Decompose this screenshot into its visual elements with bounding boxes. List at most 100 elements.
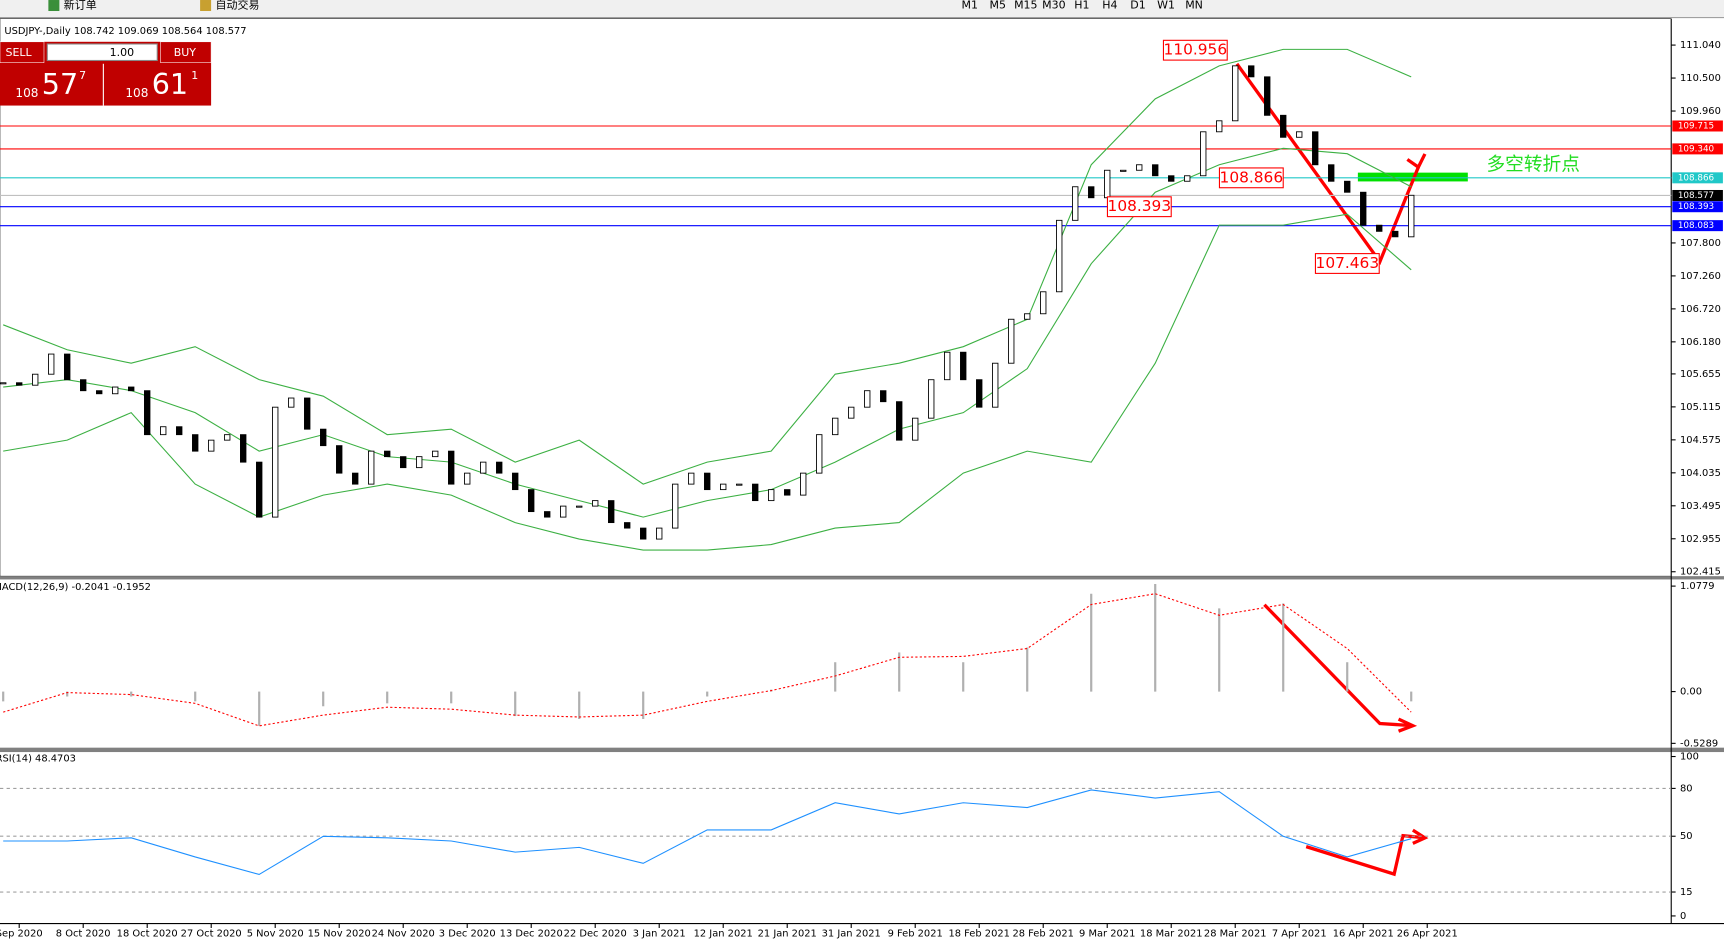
y-tick-label: 103.495 [1680, 501, 1721, 512]
level-label: 108.866 [1678, 173, 1715, 183]
y-tick-label: 102.955 [1680, 534, 1721, 545]
candle [1104, 169, 1111, 199]
y-tick-label: 105.115 [1680, 402, 1721, 413]
candle [192, 434, 199, 452]
candle [208, 439, 215, 452]
candle [912, 417, 919, 441]
rsi-arrow [1305, 833, 1426, 877]
candle [576, 505, 583, 508]
chart-header: USDJPY-,Daily 108.742 109.069 108.564 10… [4, 26, 246, 37]
y-tick-label: 0.00 [1680, 687, 1702, 698]
y-tick-label: 110.500 [1680, 73, 1721, 84]
timeframe-bar: M1 M5 M15 M30 H1 H4 D1 W1 MN [962, 0, 1203, 12]
y-tick-label: 107.800 [1680, 238, 1721, 249]
new-order-icon[interactable] [48, 0, 60, 12]
y-tick-label: 0 [1680, 911, 1686, 922]
x-tick-label: 18 Mar 2021 [1140, 928, 1203, 939]
macd-signal [3, 593, 1412, 727]
candle [1120, 169, 1127, 172]
price-arrowhead [1406, 153, 1427, 170]
candle [400, 456, 407, 469]
lot-value[interactable]: 1.00 [110, 46, 134, 59]
level-label: 109.715 [1678, 121, 1714, 131]
timeframe-button[interactable]: M15 [1014, 0, 1037, 12]
candle [1360, 191, 1367, 226]
candle [672, 483, 679, 529]
price-annotation-box [1106, 196, 1172, 218]
bid-big: 108 [15, 86, 38, 100]
candle [864, 390, 871, 408]
candle [720, 483, 727, 491]
candle [784, 489, 791, 496]
candle [1184, 175, 1191, 182]
x-tick-label: 28 Mar 2021 [1204, 928, 1267, 939]
y-tick-label: 50 [1680, 831, 1693, 842]
candle [80, 379, 87, 392]
price-annotation-box [1162, 39, 1228, 61]
lot-input[interactable] [46, 43, 158, 62]
timeframe-button[interactable]: H1 [1074, 0, 1089, 12]
candle [624, 522, 631, 529]
candle [1296, 131, 1303, 138]
y-tick-label: 106.720 [1680, 304, 1721, 315]
x-tick-label: 3 Jan 2021 [633, 928, 686, 939]
timeframe-button[interactable]: D1 [1130, 0, 1145, 12]
buy-label[interactable]: BUY [174, 46, 197, 59]
candle [432, 450, 439, 458]
y-tick-label: 106.180 [1680, 337, 1721, 348]
timeframe-button[interactable]: MN [1185, 0, 1203, 12]
level-tag [1672, 201, 1723, 213]
bollinger-lower [3, 213, 1412, 551]
candle [240, 434, 247, 463]
x-tick-label: 28 Feb 2021 [1012, 928, 1073, 939]
x-tick-label: 15 Nov 2020 [308, 928, 371, 939]
candle [32, 373, 39, 386]
level-tag [1672, 220, 1723, 232]
timeframe-button[interactable]: M5 [990, 0, 1006, 12]
new-order-button[interactable]: 新订单 [64, 0, 97, 12]
sell-label[interactable]: SELL [5, 46, 32, 59]
candle [528, 489, 535, 513]
auto-trade-icon[interactable] [200, 0, 212, 12]
timeframe-button[interactable]: M30 [1042, 0, 1065, 12]
candle [800, 472, 807, 496]
timeframe-button[interactable]: M1 [962, 0, 978, 12]
candle [1408, 194, 1415, 238]
sell-button[interactable] [0, 41, 45, 63]
candle [368, 450, 375, 485]
price-panel [0, 18, 1672, 577]
candle [1088, 186, 1095, 199]
candle [880, 390, 887, 403]
candle [256, 461, 263, 518]
candle [832, 417, 839, 436]
candle [496, 461, 503, 474]
auto-trade-button[interactable]: 自动交易 [216, 0, 260, 12]
candle [1248, 65, 1255, 78]
panel-separator [0, 747, 1724, 753]
timeframe-button[interactable]: W1 [1157, 0, 1175, 12]
buy-button[interactable] [160, 41, 212, 63]
y-tick-label: 102.415 [1680, 567, 1721, 578]
timeframe-button[interactable]: H4 [1102, 0, 1117, 12]
candle [112, 386, 119, 395]
candle [544, 511, 551, 518]
candle [608, 500, 615, 524]
x-tick-label: Sep 2020 [0, 928, 43, 939]
y-tick-label: 1.0779 [1680, 581, 1715, 592]
x-tick-label: 3 Dec 2020 [439, 928, 496, 939]
turning-point-label: 多空转折点 [1487, 154, 1580, 175]
bollinger-upper [2, 48, 1412, 485]
x-tick-label: 13 Dec 2020 [500, 928, 563, 939]
candle [656, 527, 663, 540]
candle [1280, 114, 1287, 138]
ask-big: 108 [125, 86, 148, 100]
price-annotation: 107.463 [1316, 254, 1380, 272]
x-tick-label: 12 Jan 2021 [694, 928, 753, 939]
candle [768, 489, 775, 502]
ask-point: 1 [191, 69, 198, 82]
candle [688, 472, 695, 485]
candle [48, 353, 55, 375]
price-annotation: 108.866 [1220, 168, 1284, 186]
candle [384, 450, 391, 458]
candle [1328, 164, 1335, 182]
